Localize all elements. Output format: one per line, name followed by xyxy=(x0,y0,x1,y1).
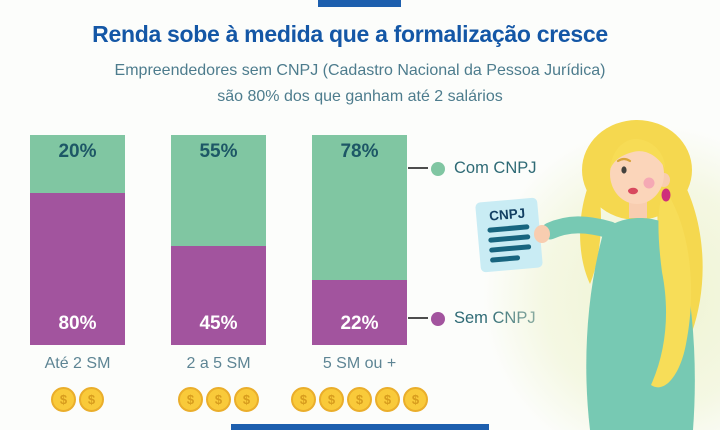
coin-icon: $ xyxy=(51,387,76,412)
coin-icon: $ xyxy=(347,387,372,412)
coin-icon: $ xyxy=(79,387,104,412)
hair-fringe xyxy=(610,138,665,170)
card-text-line xyxy=(487,224,530,233)
page-subtitle: Empreendedores sem CNPJ (Cadastro Nacion… xyxy=(100,58,620,109)
eye xyxy=(621,166,627,174)
card-text-line xyxy=(489,244,532,253)
value-label-com: 20% xyxy=(58,141,97,162)
legend-item-com-cnpj: Com CNPJ xyxy=(431,159,537,178)
value-label-com: 78% xyxy=(340,141,379,162)
category-label: 2 a 5 SM xyxy=(186,355,251,372)
coin-icon: $ xyxy=(319,387,344,412)
coins-row: $ $ $ $ $ xyxy=(291,387,428,412)
lips xyxy=(628,187,638,195)
category-label: Até 2 SM xyxy=(44,355,111,372)
legend-dot-com xyxy=(431,161,445,176)
legend-connector-sem xyxy=(408,317,428,319)
cnpj-card: CNPJ xyxy=(475,197,543,273)
card-text-line xyxy=(488,234,531,243)
blush xyxy=(643,177,655,189)
bar-group: 78% 22% 5 SM ou + $ $ $ $ $ xyxy=(291,135,428,412)
value-label-sem: 22% xyxy=(340,313,379,334)
segment-com-cnpj: 55% xyxy=(171,135,266,246)
value-label-com: 55% xyxy=(199,141,238,162)
segment-sem-cnpj: 45% xyxy=(171,245,266,345)
earring xyxy=(661,188,671,202)
subtitle-line-1: Empreendedores sem CNPJ (Cadastro Nacion… xyxy=(114,62,606,79)
category-label: 5 SM ou + xyxy=(322,355,397,372)
bar-group: 55% 45% 2 a 5 SM $ $ $ xyxy=(171,135,266,412)
coin-icon: $ xyxy=(206,387,231,412)
bar-chart: 20% 80% Até 2 SM $ $55% 45% 2 a 5 SM $ $ $78% 22% 5… xyxy=(30,135,428,412)
stacked-bar: 20% 80% xyxy=(30,135,125,345)
top-accent-bar xyxy=(318,0,401,7)
coin-icon: $ xyxy=(403,387,428,412)
bottom-accent-bar xyxy=(231,424,489,430)
legend-dot-sem xyxy=(431,311,445,326)
value-label-sem: 45% xyxy=(199,313,238,334)
stacked-bar: 55% 45% xyxy=(171,135,266,345)
stacked-bar: 78% 22% xyxy=(312,135,407,345)
hand xyxy=(534,225,550,243)
legend-label-com: Com CNPJ xyxy=(454,159,537,177)
hair-over-shoulder xyxy=(651,194,692,388)
coins-row: $ $ $ xyxy=(178,387,259,412)
coin-icon: $ xyxy=(291,387,316,412)
bar-group: 20% 80% Até 2 SM $ $ xyxy=(30,135,125,412)
coin-icon: $ xyxy=(375,387,400,412)
segment-sem-cnpj: 80% xyxy=(30,193,125,345)
segment-com-cnpj: 20% xyxy=(30,135,125,193)
woman-illustration: CNPJ xyxy=(475,120,720,430)
coins-row: $ $ xyxy=(51,387,104,412)
card-text-line xyxy=(490,255,521,263)
segment-sem-cnpj: 22% xyxy=(312,280,407,345)
segment-com-cnpj: 78% xyxy=(312,135,407,280)
eyebrow xyxy=(616,157,632,163)
coin-icon: $ xyxy=(234,387,259,412)
subtitle-line-2: são 80% dos que ganham até 2 salários xyxy=(217,87,503,105)
coin-icon: $ xyxy=(178,387,203,412)
cnpj-card-title: CNPJ xyxy=(489,206,526,224)
page-title: Renda sobe à medida que a formalização c… xyxy=(92,21,608,47)
cnpj-card-background xyxy=(475,197,543,273)
value-label-sem: 80% xyxy=(58,313,97,334)
arm-sleeve xyxy=(541,216,619,240)
legend-connector-com xyxy=(408,167,428,169)
